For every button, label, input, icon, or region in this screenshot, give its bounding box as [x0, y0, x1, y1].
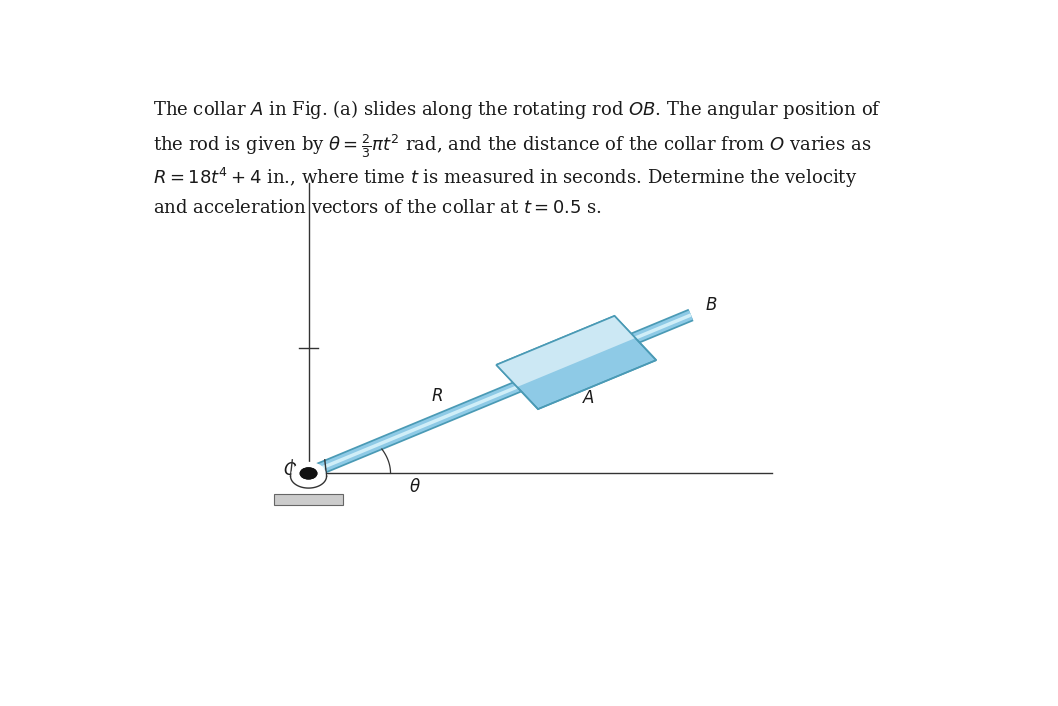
- Text: $O$: $O$: [284, 462, 297, 479]
- Circle shape: [300, 468, 316, 479]
- Text: $A$: $A$: [582, 390, 595, 407]
- Text: $R$: $R$: [432, 388, 443, 405]
- Polygon shape: [496, 316, 636, 387]
- Text: the rod is given by $\theta = \frac{2}{3}\pi t^2$ rad, and the distance of the c: the rod is given by $\theta = \frac{2}{3…: [152, 132, 871, 160]
- Text: The collar $A$ in Fig. (a) slides along the rotating rod $OB$. The angular posit: The collar $A$ in Fig. (a) slides along …: [152, 98, 881, 121]
- Text: $\theta$: $\theta$: [409, 478, 421, 496]
- Circle shape: [292, 462, 325, 484]
- Circle shape: [300, 468, 316, 479]
- Text: $R = 18t^4 + 4$ in., where time $t$ is measured in seconds. Determine the veloci: $R = 18t^4 + 4$ in., where time $t$ is m…: [152, 166, 857, 190]
- Text: $B$: $B$: [706, 297, 717, 313]
- Bar: [274, 494, 343, 505]
- Text: and acceleration vectors of the collar at $t = 0.5$ s.: and acceleration vectors of the collar a…: [152, 199, 602, 217]
- Polygon shape: [496, 316, 656, 409]
